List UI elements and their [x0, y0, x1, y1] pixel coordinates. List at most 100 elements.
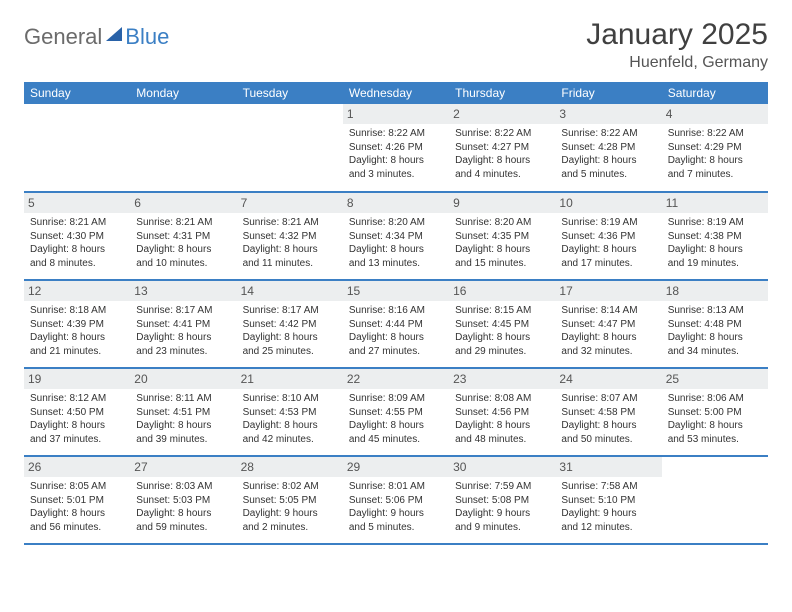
sunrise-text: Sunrise: 8:01 AM: [349, 480, 443, 494]
calendar-header-row: SundayMondayTuesdayWednesdayThursdayFrid…: [24, 82, 768, 104]
daylight-text: Daylight: 9 hours: [243, 507, 337, 521]
daylight-text: and 9 minutes.: [455, 521, 549, 535]
daylight-text: and 21 minutes.: [30, 345, 124, 359]
calendar-day-cell: 21Sunrise: 8:10 AMSunset: 4:53 PMDayligh…: [237, 368, 343, 456]
calendar-day-cell: 7Sunrise: 8:21 AMSunset: 4:32 PMDaylight…: [237, 192, 343, 280]
day-number: 18: [662, 281, 768, 301]
daylight-text: and 8 minutes.: [30, 257, 124, 271]
calendar-day-cell: 27Sunrise: 8:03 AMSunset: 5:03 PMDayligh…: [130, 456, 236, 544]
day-number: 22: [343, 369, 449, 389]
calendar-day-cell: 10Sunrise: 8:19 AMSunset: 4:36 PMDayligh…: [555, 192, 661, 280]
sunrise-text: Sunrise: 8:11 AM: [136, 392, 230, 406]
sunset-text: Sunset: 5:10 PM: [561, 494, 655, 508]
sunset-text: Sunset: 4:27 PM: [455, 141, 549, 155]
daylight-text: and 50 minutes.: [561, 433, 655, 447]
calendar-day-cell: 28Sunrise: 8:02 AMSunset: 5:05 PMDayligh…: [237, 456, 343, 544]
daylight-text: and 12 minutes.: [561, 521, 655, 535]
sunset-text: Sunset: 4:31 PM: [136, 230, 230, 244]
calendar-day-cell: [237, 104, 343, 192]
sunrise-text: Sunrise: 8:05 AM: [30, 480, 124, 494]
sunset-text: Sunset: 4:26 PM: [349, 141, 443, 155]
daylight-text: and 45 minutes.: [349, 433, 443, 447]
weekday-header: Saturday: [662, 82, 768, 104]
daylight-text: Daylight: 8 hours: [668, 154, 762, 168]
sunrise-text: Sunrise: 8:20 AM: [455, 216, 549, 230]
sunrise-text: Sunrise: 8:17 AM: [136, 304, 230, 318]
calendar-day-cell: 9Sunrise: 8:20 AMSunset: 4:35 PMDaylight…: [449, 192, 555, 280]
title-block: January 2025 Huenfeld, Germany: [586, 18, 768, 72]
daylight-text: and 37 minutes.: [30, 433, 124, 447]
day-number: 1: [343, 104, 449, 124]
calendar-day-cell: 5Sunrise: 8:21 AMSunset: 4:30 PMDaylight…: [24, 192, 130, 280]
sunset-text: Sunset: 4:36 PM: [561, 230, 655, 244]
daylight-text: Daylight: 8 hours: [243, 243, 337, 257]
calendar-day-cell: 3Sunrise: 8:22 AMSunset: 4:28 PMDaylight…: [555, 104, 661, 192]
sunrise-text: Sunrise: 7:59 AM: [455, 480, 549, 494]
sunrise-text: Sunrise: 8:09 AM: [349, 392, 443, 406]
sunrise-text: Sunrise: 8:15 AM: [455, 304, 549, 318]
daylight-text: Daylight: 8 hours: [243, 331, 337, 345]
weekday-header: Sunday: [24, 82, 130, 104]
logo-triangle-icon: [106, 27, 122, 41]
calendar-day-cell: 20Sunrise: 8:11 AMSunset: 4:51 PMDayligh…: [130, 368, 236, 456]
calendar-week-row: 1Sunrise: 8:22 AMSunset: 4:26 PMDaylight…: [24, 104, 768, 192]
weekday-header: Monday: [130, 82, 236, 104]
weekday-header: Thursday: [449, 82, 555, 104]
calendar-table: SundayMondayTuesdayWednesdayThursdayFrid…: [24, 82, 768, 545]
sunset-text: Sunset: 4:55 PM: [349, 406, 443, 420]
sunset-text: Sunset: 4:47 PM: [561, 318, 655, 332]
sunset-text: Sunset: 5:06 PM: [349, 494, 443, 508]
calendar-day-cell: [24, 104, 130, 192]
day-number: 23: [449, 369, 555, 389]
daylight-text: Daylight: 8 hours: [561, 419, 655, 433]
calendar-day-cell: 11Sunrise: 8:19 AMSunset: 4:38 PMDayligh…: [662, 192, 768, 280]
daylight-text: and 17 minutes.: [561, 257, 655, 271]
sunset-text: Sunset: 4:44 PM: [349, 318, 443, 332]
sunset-text: Sunset: 4:51 PM: [136, 406, 230, 420]
day-number: 19: [24, 369, 130, 389]
day-number: 25: [662, 369, 768, 389]
sunset-text: Sunset: 4:45 PM: [455, 318, 549, 332]
calendar-day-cell: 4Sunrise: 8:22 AMSunset: 4:29 PMDaylight…: [662, 104, 768, 192]
day-number: 21: [237, 369, 343, 389]
daylight-text: and 39 minutes.: [136, 433, 230, 447]
daylight-text: and 15 minutes.: [455, 257, 549, 271]
calendar-day-cell: 29Sunrise: 8:01 AMSunset: 5:06 PMDayligh…: [343, 456, 449, 544]
sunset-text: Sunset: 5:03 PM: [136, 494, 230, 508]
daylight-text: and 59 minutes.: [136, 521, 230, 535]
weekday-header: Friday: [555, 82, 661, 104]
sunrise-text: Sunrise: 8:07 AM: [561, 392, 655, 406]
day-number: 26: [24, 457, 130, 477]
sunset-text: Sunset: 5:08 PM: [455, 494, 549, 508]
sunset-text: Sunset: 4:50 PM: [30, 406, 124, 420]
day-number: 30: [449, 457, 555, 477]
sunset-text: Sunset: 4:30 PM: [30, 230, 124, 244]
calendar-day-cell: 14Sunrise: 8:17 AMSunset: 4:42 PMDayligh…: [237, 280, 343, 368]
month-title: January 2025: [586, 18, 768, 52]
calendar-day-cell: 26Sunrise: 8:05 AMSunset: 5:01 PMDayligh…: [24, 456, 130, 544]
sunset-text: Sunset: 4:48 PM: [668, 318, 762, 332]
day-number: 6: [130, 193, 236, 213]
day-number: 14: [237, 281, 343, 301]
calendar-week-row: 12Sunrise: 8:18 AMSunset: 4:39 PMDayligh…: [24, 280, 768, 368]
day-number: 27: [130, 457, 236, 477]
calendar-day-cell: [662, 456, 768, 544]
weekday-header: Wednesday: [343, 82, 449, 104]
calendar-day-cell: 1Sunrise: 8:22 AMSunset: 4:26 PMDaylight…: [343, 104, 449, 192]
daylight-text: and 7 minutes.: [668, 168, 762, 182]
daylight-text: and 27 minutes.: [349, 345, 443, 359]
daylight-text: Daylight: 8 hours: [455, 243, 549, 257]
daylight-text: Daylight: 8 hours: [136, 419, 230, 433]
sunrise-text: Sunrise: 8:19 AM: [668, 216, 762, 230]
sunrise-text: Sunrise: 8:16 AM: [349, 304, 443, 318]
sunrise-text: Sunrise: 8:21 AM: [243, 216, 337, 230]
daylight-text: Daylight: 8 hours: [668, 419, 762, 433]
sunrise-text: Sunrise: 8:17 AM: [243, 304, 337, 318]
day-number: 31: [555, 457, 661, 477]
sunset-text: Sunset: 4:58 PM: [561, 406, 655, 420]
calendar-day-cell: 12Sunrise: 8:18 AMSunset: 4:39 PMDayligh…: [24, 280, 130, 368]
day-number: 24: [555, 369, 661, 389]
daylight-text: Daylight: 8 hours: [136, 507, 230, 521]
calendar-day-cell: 2Sunrise: 8:22 AMSunset: 4:27 PMDaylight…: [449, 104, 555, 192]
sunrise-text: Sunrise: 8:19 AM: [561, 216, 655, 230]
